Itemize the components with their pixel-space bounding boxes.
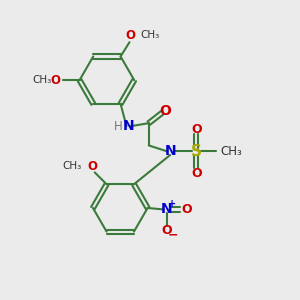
Text: O: O: [125, 28, 135, 42]
Text: O: O: [191, 123, 202, 136]
Text: −: −: [168, 229, 178, 242]
Text: O: O: [181, 203, 192, 216]
Text: O: O: [51, 74, 61, 87]
Text: CH₃: CH₃: [32, 75, 51, 85]
Text: O: O: [162, 224, 172, 237]
Text: O: O: [159, 104, 171, 118]
Text: +: +: [168, 199, 176, 209]
Text: O: O: [87, 160, 97, 173]
Text: S: S: [191, 144, 202, 159]
Text: CH₃: CH₃: [62, 161, 81, 171]
Text: N: N: [164, 144, 176, 158]
Text: O: O: [191, 167, 202, 180]
Text: CH₃: CH₃: [221, 145, 242, 158]
Text: N: N: [123, 119, 134, 133]
Text: CH₃: CH₃: [140, 30, 159, 40]
Text: N: N: [161, 202, 173, 216]
Text: H: H: [114, 120, 123, 133]
